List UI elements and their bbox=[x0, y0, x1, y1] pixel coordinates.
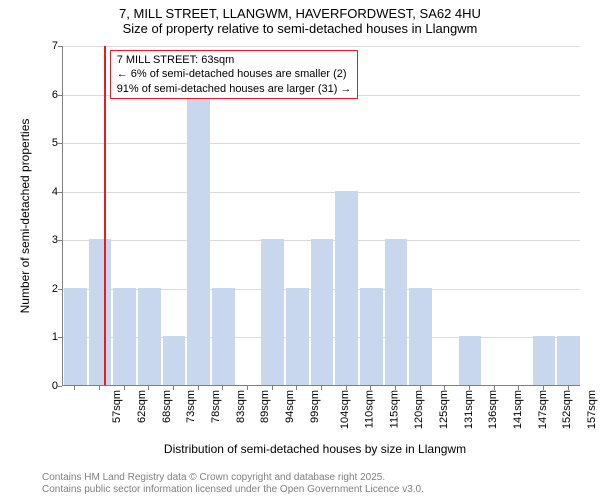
x-tick-label: 120sqm bbox=[413, 390, 425, 429]
x-tick-label: 89sqm bbox=[259, 390, 271, 423]
x-tick-label: 125sqm bbox=[438, 390, 450, 429]
bar bbox=[187, 94, 210, 385]
x-tick-mark bbox=[173, 386, 174, 390]
footer-line-1: Contains HM Land Registry data © Crown c… bbox=[42, 472, 424, 484]
x-tick-label: 73sqm bbox=[185, 390, 197, 423]
bar bbox=[311, 239, 334, 385]
x-tick-label: 94sqm bbox=[284, 390, 296, 423]
bar bbox=[533, 336, 556, 385]
bar bbox=[163, 336, 186, 385]
y-tick-mark bbox=[58, 240, 62, 241]
x-tick-mark bbox=[148, 386, 149, 390]
plot-area: 7 MILL STREET: 63sqm← 6% of semi-detache… bbox=[62, 46, 580, 386]
x-tick-label: 68sqm bbox=[161, 390, 173, 423]
x-tick-label: 104sqm bbox=[339, 390, 351, 429]
bar bbox=[409, 288, 432, 385]
y-tick-mark bbox=[58, 143, 62, 144]
x-tick-mark bbox=[222, 386, 223, 390]
x-tick-mark bbox=[518, 386, 519, 390]
bar bbox=[212, 288, 235, 385]
x-tick-label: 115sqm bbox=[388, 390, 400, 428]
y-tick-label: 5 bbox=[38, 137, 58, 149]
x-tick-label: 152sqm bbox=[561, 390, 573, 429]
bar bbox=[138, 288, 161, 385]
x-axis-label: Distribution of semi-detached houses by … bbox=[50, 442, 580, 456]
bar bbox=[89, 239, 112, 385]
x-tick-label: 83sqm bbox=[235, 390, 247, 423]
x-tick-mark bbox=[272, 386, 273, 390]
bar bbox=[557, 336, 580, 385]
x-tick-label: 131sqm bbox=[463, 390, 475, 429]
x-tick-mark bbox=[568, 386, 569, 390]
x-tick-mark bbox=[296, 386, 297, 390]
y-tick-mark bbox=[58, 192, 62, 193]
annotation-box: 7 MILL STREET: 63sqm← 6% of semi-detache… bbox=[110, 50, 359, 99]
x-tick-mark bbox=[420, 386, 421, 390]
y-tick-label: 4 bbox=[38, 186, 58, 198]
x-tick-label: 157sqm bbox=[586, 390, 598, 429]
x-tick-mark bbox=[370, 386, 371, 390]
y-tick-mark bbox=[58, 46, 62, 47]
x-tick-mark bbox=[543, 386, 544, 390]
annotation-line: ← 6% of semi-detached houses are smaller… bbox=[117, 67, 352, 81]
bar bbox=[335, 191, 358, 385]
bar bbox=[64, 288, 87, 385]
x-tick-mark bbox=[444, 386, 445, 390]
x-tick-mark bbox=[247, 386, 248, 390]
bar bbox=[286, 288, 309, 385]
x-tick-mark bbox=[469, 386, 470, 390]
annotation-line: 7 MILL STREET: 63sqm bbox=[117, 53, 352, 67]
y-tick-label: 6 bbox=[38, 89, 58, 101]
bar bbox=[385, 239, 408, 385]
x-tick-mark bbox=[99, 386, 100, 390]
annotation-line: 91% of semi-detached houses are larger (… bbox=[117, 82, 352, 96]
chart-wrap: Number of semi-detached properties 7 MIL… bbox=[50, 46, 580, 416]
x-tick-label: 57sqm bbox=[111, 390, 123, 423]
x-tick-label: 110sqm bbox=[363, 390, 375, 428]
title-main: 7, MILL STREET, LLANGWM, HAVERFORDWEST, … bbox=[0, 6, 600, 21]
y-axis-label: Number of semi-detached properties bbox=[18, 119, 32, 314]
bar bbox=[113, 288, 136, 385]
x-tick-label: 62sqm bbox=[136, 390, 148, 423]
bar bbox=[360, 288, 383, 385]
title-block: 7, MILL STREET, LLANGWM, HAVERFORDWEST, … bbox=[0, 0, 600, 36]
x-tick-mark bbox=[321, 386, 322, 390]
footer-attribution: Contains HM Land Registry data © Crown c… bbox=[42, 472, 424, 496]
y-tick-mark bbox=[58, 95, 62, 96]
marker-line bbox=[104, 46, 106, 385]
y-tick-label: 2 bbox=[38, 283, 58, 295]
x-tick-label: 99sqm bbox=[309, 390, 321, 423]
x-tick-label: 147sqm bbox=[537, 390, 549, 429]
x-tick-mark bbox=[124, 386, 125, 390]
x-tick-mark bbox=[494, 386, 495, 390]
x-tick-mark bbox=[395, 386, 396, 390]
title-sub: Size of property relative to semi-detach… bbox=[0, 21, 600, 36]
x-tick-label: 78sqm bbox=[210, 390, 222, 423]
y-tick-mark bbox=[58, 386, 62, 387]
chart-container: 7, MILL STREET, LLANGWM, HAVERFORDWEST, … bbox=[0, 0, 600, 500]
y-tick-label: 7 bbox=[38, 40, 58, 52]
y-tick-label: 0 bbox=[38, 380, 58, 392]
y-tick-label: 3 bbox=[38, 234, 58, 246]
y-tick-mark bbox=[58, 289, 62, 290]
x-tick-label: 141sqm bbox=[512, 390, 524, 429]
x-tick-mark bbox=[198, 386, 199, 390]
bar bbox=[261, 239, 284, 385]
y-tick-label: 1 bbox=[38, 331, 58, 343]
x-tick-mark bbox=[74, 386, 75, 390]
x-tick-mark bbox=[346, 386, 347, 390]
bar bbox=[459, 336, 482, 385]
footer-line-2: Contains public sector information licen… bbox=[42, 484, 424, 496]
x-tick-label: 136sqm bbox=[487, 390, 499, 429]
y-tick-mark bbox=[58, 337, 62, 338]
